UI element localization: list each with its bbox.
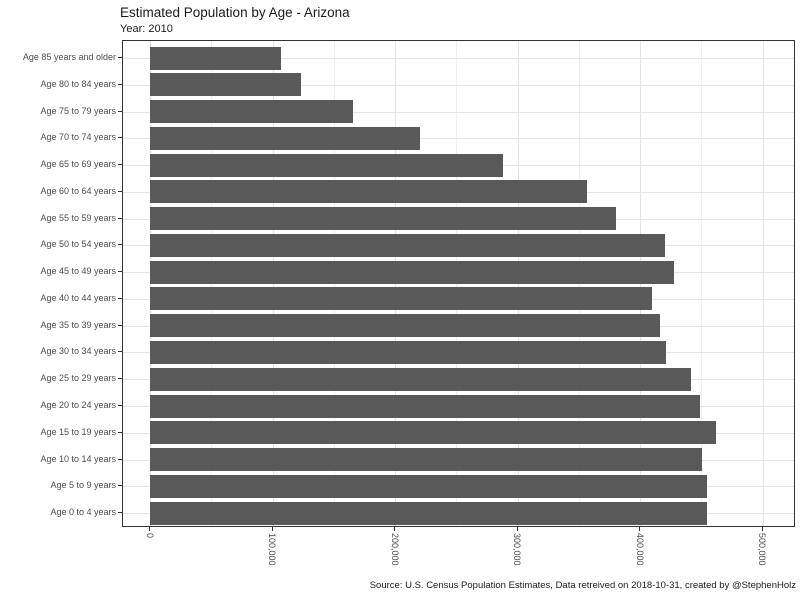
chart-caption: Source: U.S. Census Population Estimates… [369, 580, 796, 591]
y-tick-label: Age 80 to 84 years [40, 78, 116, 89]
x-tick-label: 400,000 [634, 533, 645, 566]
y-tick-mark [118, 110, 122, 112]
y-tick-label: Age 45 to 49 years [40, 266, 116, 277]
gridline-major [123, 58, 794, 59]
y-tick-label: Age 35 to 39 years [40, 319, 116, 330]
y-tick-label: Age 50 to 54 years [40, 239, 116, 250]
gridline-major [123, 84, 794, 86]
x-tick-mark [639, 527, 640, 531]
chart-title: Estimated Population by Age - Arizona [120, 5, 350, 20]
x-tick-mark [761, 527, 763, 531]
y-tick-mark [118, 190, 122, 192]
y-tick-mark [118, 297, 122, 299]
gridline-major [123, 138, 794, 140]
bar-age-85-years-and-older [150, 46, 282, 70]
y-tick-mark [118, 405, 122, 406]
bar-age-80-to-84-years [150, 73, 301, 97]
y-tick-mark [118, 324, 122, 326]
y-tick-label: Age 65 to 69 years [40, 159, 116, 170]
y-tick-label: Age 20 to 24 years [40, 400, 116, 410]
bar-age-60-to-64-years [150, 180, 588, 204]
y-tick-label: Age 0 to 4 years [50, 507, 116, 518]
bar-age-30-to-34-years [150, 340, 666, 364]
y-tick-label: Age 5 to 9 years [50, 480, 116, 491]
y-tick-mark [118, 351, 122, 353]
bar-age-10-to-14-years [150, 448, 703, 472]
bar-age-40-to-44-years [150, 287, 653, 311]
gridline-minor [701, 41, 703, 526]
bar-age-5-to-9-years [150, 474, 708, 498]
y-tick-label: Age 75 to 79 years [40, 105, 116, 116]
x-tick-mark [516, 527, 518, 531]
y-tick-label: Age 70 to 74 years [40, 132, 116, 143]
plot-panel [122, 40, 795, 527]
y-tick-label: Age 25 to 29 years [40, 373, 116, 384]
y-tick-label: Age 85 years and older [22, 52, 116, 62]
bar-age-75-to-79-years [150, 100, 354, 124]
y-tick-mark [118, 83, 122, 85]
bar-age-50-to-54-years [150, 233, 665, 257]
y-tick-mark [118, 244, 122, 246]
y-tick-label: Age 60 to 64 years [40, 185, 116, 196]
bar-age-55-to-59-years [150, 207, 616, 231]
y-tick-label: Age 40 to 44 years [40, 292, 116, 303]
x-tick-mark [149, 527, 150, 531]
y-tick-mark [118, 458, 122, 460]
chart-subtitle: Year: 2010 [120, 23, 173, 35]
bar-age-25-to-29-years [150, 367, 692, 391]
y-tick-mark [118, 271, 122, 273]
y-tick-label: Age 30 to 34 years [40, 346, 116, 357]
x-tick-label: 500,000 [757, 533, 767, 566]
bar-age-65-to-69-years [150, 153, 503, 177]
x-tick-label: 0 [144, 533, 155, 539]
gridline-major [762, 41, 764, 526]
y-tick-mark [118, 512, 122, 514]
x-tick-label: 200,000 [389, 533, 400, 566]
bar-age-35-to-39-years [150, 314, 660, 338]
y-tick-mark [118, 217, 122, 219]
bar-age-0-to-4-years [150, 501, 708, 525]
bar-age-15-to-19-years [150, 421, 716, 445]
x-tick-mark [271, 527, 273, 531]
y-tick-label: Age 10 to 14 years [40, 453, 116, 464]
y-tick-mark [118, 378, 122, 380]
y-tick-mark [118, 137, 122, 139]
bar-age-20-to-24-years [150, 394, 701, 418]
y-tick-mark [118, 431, 122, 433]
bar-age-70-to-74-years [150, 126, 420, 150]
x-tick-mark [394, 527, 395, 531]
x-tick-label: 300,000 [512, 533, 522, 566]
gridline-major [123, 111, 794, 113]
y-tick-mark [118, 57, 122, 58]
y-tick-label: Age 15 to 19 years [40, 426, 116, 437]
y-tick-label: Age 55 to 59 years [40, 212, 116, 223]
x-tick-label: 100,000 [267, 533, 277, 566]
bar-age-45-to-49-years [150, 260, 675, 284]
y-tick-mark [118, 164, 122, 166]
y-tick-mark [118, 485, 122, 487]
